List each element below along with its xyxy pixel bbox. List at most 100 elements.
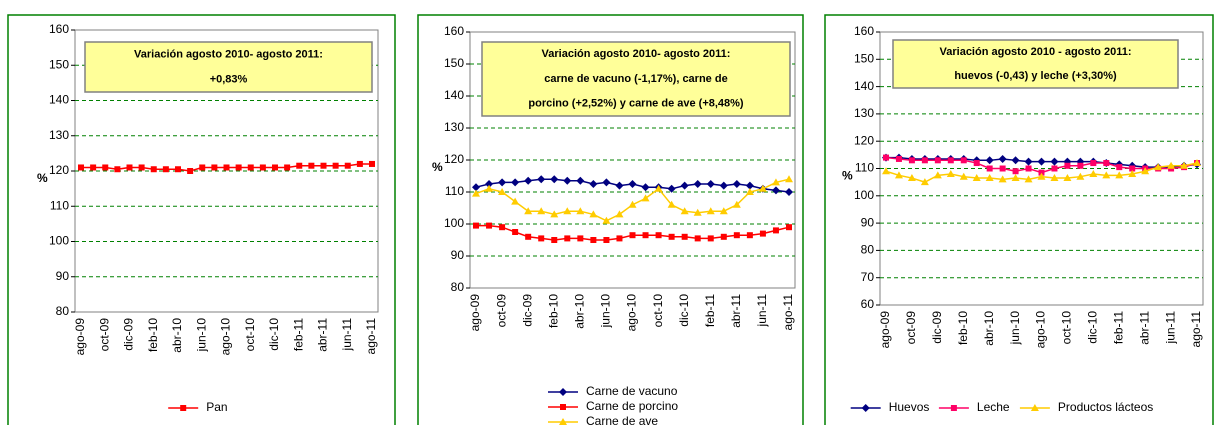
y-tick-label: 150 (854, 51, 874, 65)
marker (706, 207, 715, 215)
marker (551, 237, 558, 243)
marker (1077, 162, 1084, 169)
marker (972, 174, 981, 182)
y-tick-label: 80 (451, 280, 465, 294)
annotation: porcino (+2,52%) y carne de ave (+8,48%) (528, 98, 744, 110)
y-tick-label: 130 (444, 120, 464, 134)
x-tick-label: abr-10 (982, 311, 996, 346)
y-tick-label: 70 (861, 270, 875, 284)
y-tick-label: 150 (49, 57, 69, 71)
marker (1037, 172, 1046, 180)
marker (284, 164, 291, 171)
marker (1115, 171, 1124, 179)
y-tick-label: 90 (451, 248, 465, 262)
marker (1129, 165, 1136, 172)
y-axis-label: % (842, 169, 853, 183)
marker (577, 235, 584, 242)
marker (933, 171, 942, 179)
marker (693, 208, 702, 216)
chart: 80 90 100 110 120 130 140 150 160% ago-09 oct-09 di… (7, 14, 396, 430)
x-tick-label: oct-10 (651, 294, 665, 328)
marker (745, 188, 754, 195)
marker (946, 169, 955, 177)
marker (1050, 157, 1059, 166)
marker (894, 171, 903, 179)
y-tick-label: 160 (444, 24, 464, 38)
y-tick-label: 140 (854, 79, 874, 93)
x-tick-label: oct-09 (97, 318, 111, 352)
marker (485, 180, 494, 188)
marker (772, 227, 779, 234)
marker (473, 222, 479, 229)
marker (895, 155, 902, 162)
marker (615, 210, 624, 218)
marker (1024, 175, 1033, 183)
y-tick-label: 80 (861, 243, 875, 257)
marker (525, 233, 532, 240)
marker (1038, 169, 1045, 176)
x-tick-label: feb-10 (546, 294, 560, 328)
marker (344, 162, 351, 169)
x-tick-label: ago-09 (73, 318, 87, 356)
marker (162, 166, 169, 173)
marker (576, 207, 585, 215)
marker (707, 235, 714, 242)
marker (759, 230, 766, 237)
x-tick-label: oct-10 (243, 318, 257, 352)
y-tick-label: 80 (56, 304, 70, 318)
marker (1024, 157, 1033, 166)
x-tick-label: jun-11 (755, 294, 769, 328)
y-tick-label: 160 (854, 24, 874, 38)
marker (934, 157, 941, 164)
marker (1193, 159, 1201, 167)
marker (1051, 165, 1058, 172)
marker (973, 160, 980, 167)
annotation: carne de vacuno (-1,17%), carne de (544, 73, 727, 85)
x-tick-label: dic-09 (520, 294, 534, 327)
marker (771, 178, 780, 186)
x-tick-label: jun-10 (1008, 311, 1022, 346)
y-tick-label: 130 (49, 128, 69, 142)
marker (998, 175, 1007, 183)
marker (771, 186, 780, 195)
marker (1030, 404, 1039, 411)
y-tick-label: 120 (854, 133, 874, 147)
marker (785, 188, 793, 196)
x-tick-label: jun-10 (194, 318, 208, 353)
marker (472, 189, 480, 197)
marker (668, 233, 675, 240)
y-tick-label: 150 (444, 56, 464, 70)
marker (641, 194, 650, 202)
annotation: Variación agosto 2010- agosto 2011: (542, 48, 731, 60)
marker (642, 232, 649, 239)
marker (959, 172, 968, 180)
x-tick-label: oct-09 (494, 294, 508, 328)
y-tick-label: 160 (49, 22, 69, 36)
marker (861, 404, 870, 412)
marker (655, 232, 662, 239)
y-tick-label: 100 (444, 216, 464, 230)
annotation-box (481, 41, 791, 117)
annotation: Variación agosto 2010- agosto 2011: (134, 48, 323, 60)
marker (512, 229, 519, 235)
marker (550, 175, 559, 184)
marker (550, 210, 559, 218)
y-tick-label: 110 (445, 184, 464, 198)
marker (882, 167, 890, 175)
marker (732, 180, 741, 188)
y-axis-label: % (432, 160, 443, 174)
marker (1025, 165, 1032, 172)
legend-label: Pan (206, 400, 227, 414)
marker (654, 184, 663, 192)
chart: 80 90 100 110 120 130 140 150 160% ago-09 oct-09 di… (417, 14, 804, 430)
marker (211, 164, 218, 171)
marker (667, 200, 676, 208)
marker (985, 174, 994, 182)
y-tick-label: 140 (444, 88, 464, 102)
legend-label: Productos lácteos (1058, 400, 1153, 414)
y-tick-label: 90 (56, 269, 70, 283)
marker (920, 178, 929, 186)
x-tick-label: feb-11 (1111, 311, 1125, 344)
y-tick-label: 100 (854, 188, 874, 202)
x-tick-label: feb-11 (291, 318, 305, 351)
